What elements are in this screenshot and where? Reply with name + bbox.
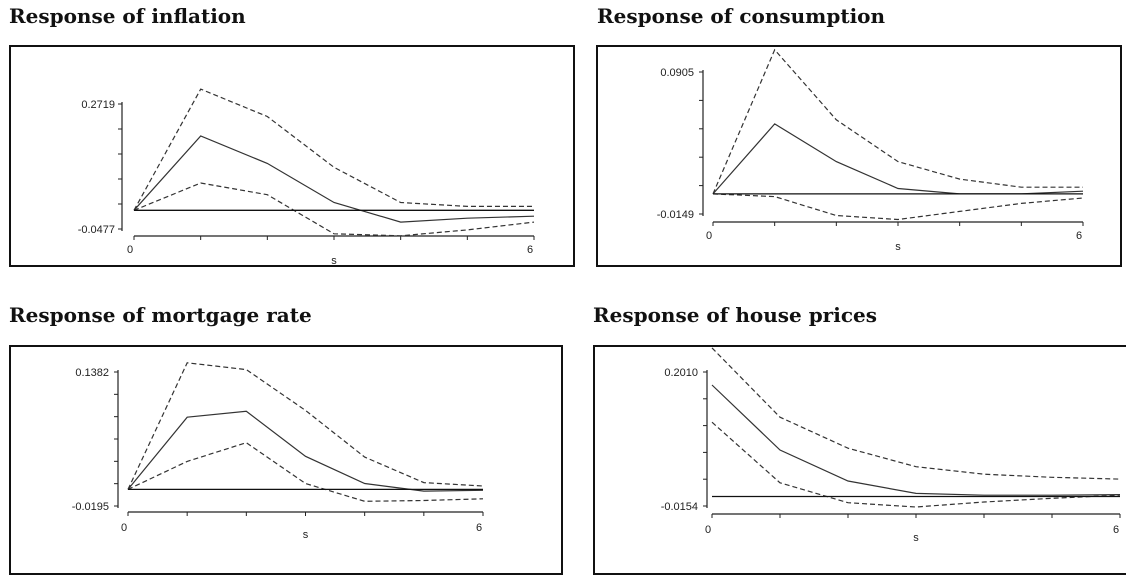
- x-tick-label: 0: [127, 244, 133, 256]
- x-axis-label: s: [331, 255, 337, 267]
- confidence-band-line: [712, 193, 1084, 221]
- chart-frame: [593, 345, 1126, 575]
- confidence-band-line: [711, 421, 1121, 508]
- x-tick-label: 0: [706, 230, 712, 242]
- confidence-band-line: [127, 362, 484, 490]
- confidence-band-line: [133, 88, 534, 211]
- chart-title: Response of mortgage rate: [9, 303, 312, 327]
- y-tick-label: 0.0905: [660, 67, 694, 79]
- y-tick-label: -0.0195: [72, 501, 109, 513]
- chart-title: Response of house prices: [593, 303, 877, 327]
- x-axis-label: s: [895, 241, 901, 253]
- x-tick-label: 6: [1076, 230, 1082, 242]
- chart-frame: [9, 45, 575, 267]
- x-tick-label: 6: [476, 522, 482, 534]
- x-tick-label: 0: [705, 524, 711, 536]
- chart-title: Response of consumption: [597, 4, 886, 28]
- x-axis-label: s: [913, 532, 919, 544]
- impulse-response-line: [127, 410, 484, 492]
- charts-canvas: 0.2719 -0.0477 0 6 s 0.0905 -0.0149 0 6 s 0.1382 -0…: [72, 48, 1121, 544]
- confidence-band-line: [127, 442, 484, 502]
- y-tick-label: -0.0149: [657, 209, 694, 221]
- x-tick-label: 6: [1113, 524, 1119, 536]
- impulse-response-line: [133, 135, 535, 223]
- y-tick-label: -0.0154: [661, 501, 698, 513]
- y-tick-label: 0.1382: [75, 367, 109, 379]
- y-tick-label: -0.0477: [78, 224, 115, 236]
- confidence-band-line: [133, 182, 535, 237]
- x-axis-label: s: [303, 529, 309, 541]
- chart-frame: [596, 45, 1122, 267]
- chart-title: Response of inflation: [9, 4, 246, 28]
- y-tick-label: 0.2010: [664, 367, 698, 379]
- impulse-response-line: [712, 123, 1084, 195]
- y-tick-label: 0.2719: [81, 99, 115, 111]
- confidence-band-line: [711, 347, 1121, 480]
- x-tick-label: 6: [527, 244, 533, 256]
- confidence-band-line: [712, 48, 1083, 195]
- x-tick-label: 0: [121, 522, 127, 534]
- impulse-response-line: [711, 384, 1121, 496]
